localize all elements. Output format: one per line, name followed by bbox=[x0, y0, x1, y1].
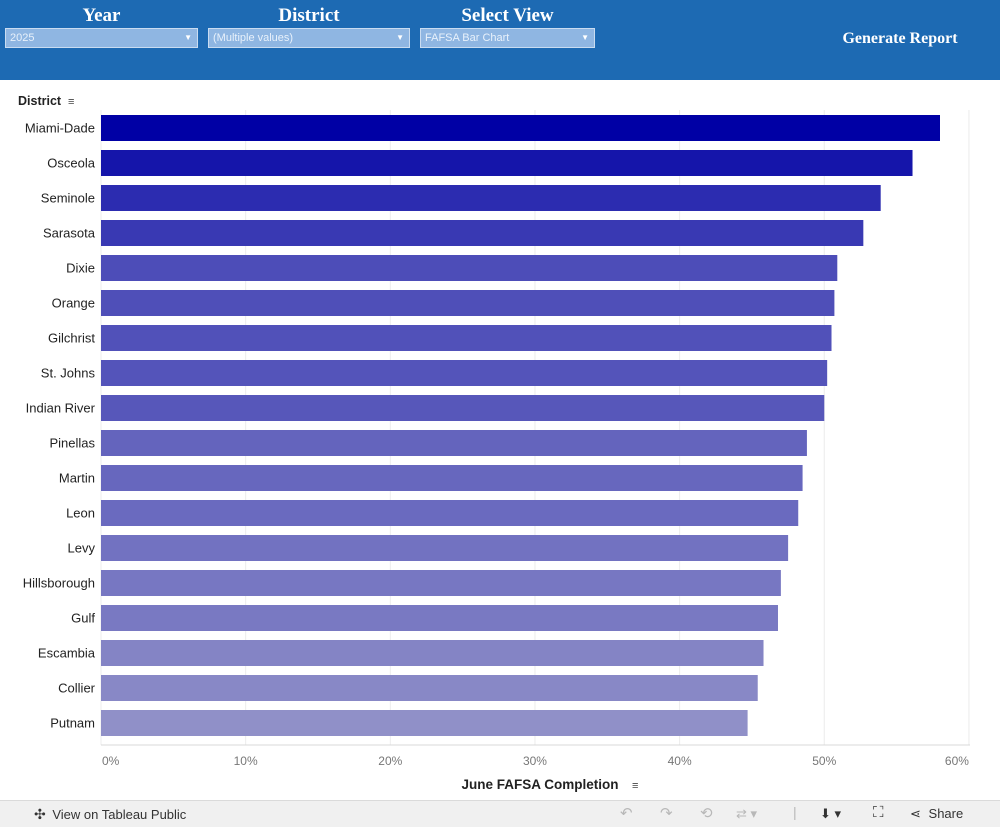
bar-pinellas bbox=[101, 430, 807, 456]
view-on-tableau-label: View on Tableau Public bbox=[52, 807, 187, 822]
x-tick-label: 30% bbox=[523, 754, 547, 768]
bar-indian-river bbox=[101, 395, 825, 421]
category-label: Putnam bbox=[50, 716, 95, 731]
category-label: Pinellas bbox=[49, 436, 95, 451]
view-dropdown[interactable]: FAFSA Bar Chart ▼ bbox=[420, 28, 595, 48]
category-label: Martin bbox=[59, 471, 95, 486]
generate-report-button[interactable]: Generate Report bbox=[842, 30, 958, 47]
bar-levy bbox=[101, 535, 789, 561]
bar-seminole bbox=[101, 185, 881, 211]
view-on-tableau-link[interactable]: ✣ View on Tableau Public bbox=[34, 806, 186, 823]
bar-dixie bbox=[101, 255, 838, 281]
bar-gulf bbox=[101, 605, 778, 631]
download-icon[interactable]: ⬇ ▾ bbox=[820, 806, 842, 821]
bar-orange bbox=[101, 290, 835, 316]
district-filter-title: District bbox=[278, 5, 340, 26]
category-label: Seminole bbox=[41, 191, 95, 206]
bar-martin bbox=[101, 465, 803, 491]
x-tick-label: 0% bbox=[102, 754, 120, 768]
bar-sarasota bbox=[101, 220, 864, 246]
bar-miami-dade bbox=[101, 115, 940, 141]
x-tick-label: 50% bbox=[812, 754, 836, 768]
district-dropdown[interactable]: (Multiple values) ▼ bbox=[208, 28, 410, 48]
bar-chart: Miami-Dade Osceola Seminole Sarasota Dixie Or… bbox=[18, 94, 970, 792]
redo-icon[interactable]: ↷ bbox=[660, 805, 673, 822]
category-label: Escambia bbox=[38, 646, 96, 661]
bar-escambia bbox=[101, 640, 764, 666]
divider: | bbox=[793, 804, 797, 820]
category-label: Indian River bbox=[26, 401, 96, 416]
year-filter-title: Year bbox=[82, 5, 121, 26]
category-label: Orange bbox=[52, 296, 95, 311]
category-label: Gulf bbox=[71, 611, 95, 626]
x-tick-label: 20% bbox=[378, 754, 402, 768]
share-icon: ⋖ bbox=[910, 806, 921, 821]
revert-icon[interactable]: ⟲ bbox=[700, 805, 713, 822]
sort-icon: ≡ bbox=[632, 780, 638, 792]
category-label: Levy bbox=[68, 541, 96, 556]
chart-area: Miami-Dade Osceola Seminole Sarasota Dixie Or… bbox=[0, 80, 1000, 800]
bar-putnam bbox=[101, 710, 748, 736]
bar-gilchrist bbox=[101, 325, 832, 351]
category-label: Dixie bbox=[66, 261, 95, 276]
share-label: Share bbox=[928, 806, 964, 821]
share-button[interactable]: ⋖ Share bbox=[910, 806, 963, 822]
bar-osceola bbox=[101, 150, 913, 176]
category-label: Gilchrist bbox=[48, 331, 95, 346]
category-label: Osceola bbox=[47, 156, 95, 171]
category-label: Collier bbox=[58, 681, 96, 696]
bar-collier bbox=[101, 675, 758, 701]
dashboard-header: Year 2025 ▼ District (Multiple values) ▼… bbox=[0, 0, 1000, 80]
district-dropdown-value: (Multiple values) bbox=[213, 32, 294, 44]
category-label: Sarasota bbox=[43, 226, 96, 241]
tableau-footer: ✣ View on Tableau Public ↶ ↷ ⟲ ⇄ ▾ | ⬇ ▾… bbox=[0, 800, 1000, 827]
category-label: St. Johns bbox=[41, 366, 96, 381]
chevron-down-icon: ▼ bbox=[396, 33, 404, 42]
category-label: Miami-Dade bbox=[25, 121, 95, 136]
refresh-icon[interactable]: ⇄ ▾ bbox=[736, 806, 758, 821]
x-axis-title: June FAFSA Completion bbox=[461, 777, 618, 792]
bar-st-johns bbox=[101, 360, 828, 386]
y-axis-title: District bbox=[18, 94, 62, 108]
year-dropdown-value: 2025 bbox=[10, 32, 35, 44]
x-tick-label: 10% bbox=[234, 754, 258, 768]
category-label: Hillsborough bbox=[23, 576, 95, 591]
x-tick-label: 40% bbox=[668, 754, 692, 768]
x-tick-label: 60% bbox=[945, 754, 969, 768]
bar-hillsborough bbox=[101, 570, 781, 596]
undo-icon[interactable]: ↶ bbox=[620, 805, 633, 822]
chevron-down-icon: ▼ bbox=[581, 33, 589, 42]
view-dropdown-value: FAFSA Bar Chart bbox=[425, 32, 510, 44]
bar-leon bbox=[101, 500, 799, 526]
year-dropdown[interactable]: 2025 ▼ bbox=[5, 28, 198, 48]
view-filter-title: Select View bbox=[461, 5, 554, 26]
sort-icon: ≡ bbox=[68, 96, 74, 108]
fullscreen-icon[interactable]: ⛶ bbox=[873, 804, 884, 821]
category-label: Leon bbox=[66, 506, 95, 521]
chevron-down-icon: ▼ bbox=[184, 33, 192, 42]
tableau-logo-icon: ✣ bbox=[34, 806, 46, 822]
